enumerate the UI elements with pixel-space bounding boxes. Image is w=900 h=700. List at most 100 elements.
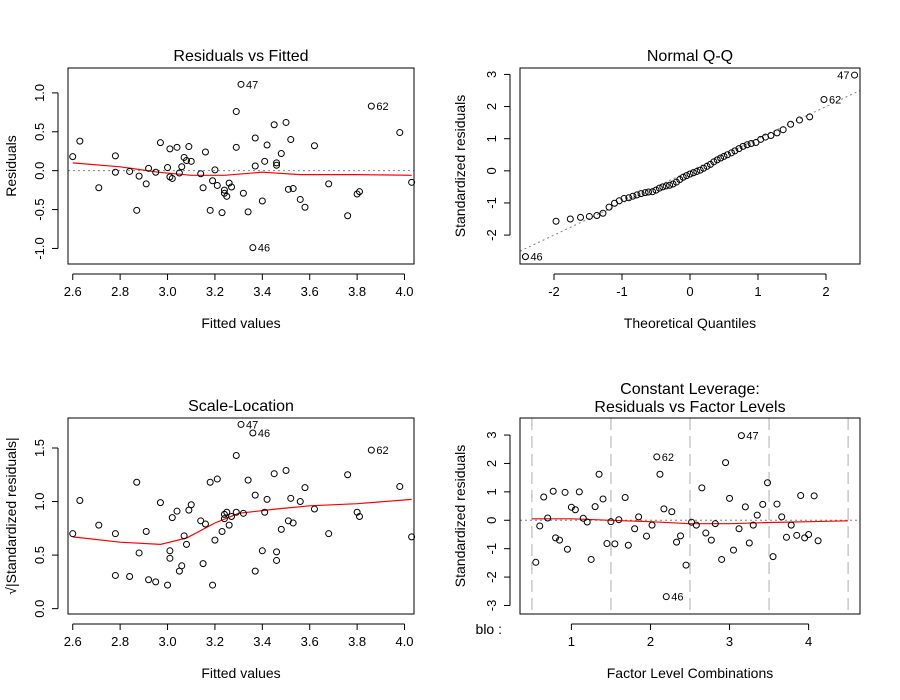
data-point (561, 488, 569, 496)
x-tick-label: 3 (726, 634, 733, 649)
data-point (353, 190, 361, 198)
data-point (111, 152, 119, 160)
x-tick-label: 3.2 (206, 634, 224, 649)
data-point (707, 536, 715, 544)
data-point (251, 162, 259, 170)
x-tick-label: 0 (686, 284, 693, 299)
data-point (173, 507, 181, 515)
data-point (599, 495, 607, 503)
data-point (556, 536, 564, 544)
y-tick-label: -1 (484, 543, 499, 555)
data-point (603, 540, 611, 548)
y-axis-label: Residuals (3, 135, 19, 196)
panel-title: Normal Q-Q (647, 48, 733, 65)
data-point (686, 170, 694, 178)
data-point (270, 121, 278, 129)
data-point (806, 113, 814, 121)
data-point (289, 519, 297, 527)
data-point (237, 80, 245, 88)
data-point (668, 508, 676, 516)
data-point (649, 188, 657, 196)
data-point (787, 521, 795, 529)
data-point (540, 493, 548, 501)
data-point (652, 186, 660, 194)
data-point (277, 525, 285, 533)
panel-title: Constant Leverage: (620, 381, 760, 398)
data-point (152, 578, 160, 586)
data-point (752, 139, 760, 147)
data-point (552, 217, 560, 225)
data-point (168, 514, 176, 522)
data-point (209, 177, 217, 185)
data-point (735, 525, 743, 533)
data-point (325, 180, 333, 188)
data-point (696, 166, 704, 174)
data-point (779, 126, 787, 134)
data-point (166, 145, 174, 153)
data-point (206, 478, 214, 486)
y-tick-label: 3 (484, 71, 499, 78)
data-point (251, 134, 259, 142)
data-point (355, 513, 363, 521)
point-label: 62 (376, 445, 388, 457)
data-point (197, 170, 205, 178)
panel-title: Scale-Location (188, 398, 294, 415)
data-point (225, 179, 233, 187)
data-point (593, 211, 601, 219)
data-point (611, 540, 619, 548)
data-point (702, 529, 710, 537)
x-tick-label: 2.6 (64, 284, 82, 299)
data-point (133, 206, 141, 214)
factor-label: blo : (476, 621, 502, 637)
data-point (782, 533, 790, 541)
data-point (735, 145, 743, 153)
y-axis-label: Standardized residuals (452, 445, 468, 587)
data-point (166, 547, 174, 555)
data-point (126, 167, 134, 175)
data-point (164, 164, 172, 172)
x-tick-label: 4.0 (395, 284, 413, 299)
x-tick-label: 3.8 (348, 284, 366, 299)
data-point (142, 180, 150, 188)
data-point (282, 466, 290, 474)
data-point (152, 168, 160, 176)
data-point (718, 555, 726, 563)
data-point (237, 420, 245, 428)
data-point (722, 459, 730, 467)
data-point (726, 494, 734, 502)
data-point (197, 517, 205, 525)
data-point (778, 513, 786, 521)
x-tick-label: 4 (805, 634, 812, 649)
data-point (753, 511, 761, 519)
y-tick-label: -1 (484, 197, 499, 209)
data-point (220, 186, 228, 194)
data-point (793, 531, 801, 539)
x-axis-label: Factor Level Combinations (607, 665, 774, 681)
y-tick-label: 1.0 (32, 84, 47, 102)
data-point (820, 95, 828, 103)
data-point (787, 120, 795, 128)
data-point (277, 150, 285, 158)
y-tick-label: 2 (484, 460, 499, 467)
x-tick-label: 3.0 (158, 284, 176, 299)
data-point (745, 539, 753, 547)
data-point (209, 581, 217, 589)
data-point (595, 470, 603, 478)
data-point (683, 172, 691, 180)
data-point (620, 194, 628, 202)
data-point (810, 492, 818, 500)
point-label: 47 (746, 431, 758, 443)
point-label: 62 (662, 452, 674, 464)
data-point (544, 514, 552, 522)
data-point (301, 484, 309, 492)
data-point (135, 172, 143, 180)
x-tick-label: 4.0 (395, 634, 413, 649)
data-point (199, 184, 207, 192)
data-point (206, 206, 214, 214)
data-point (629, 192, 637, 200)
data-point (625, 194, 633, 202)
data-point (621, 494, 629, 502)
x-tick-label: 2.8 (111, 284, 129, 299)
data-point (591, 503, 599, 511)
